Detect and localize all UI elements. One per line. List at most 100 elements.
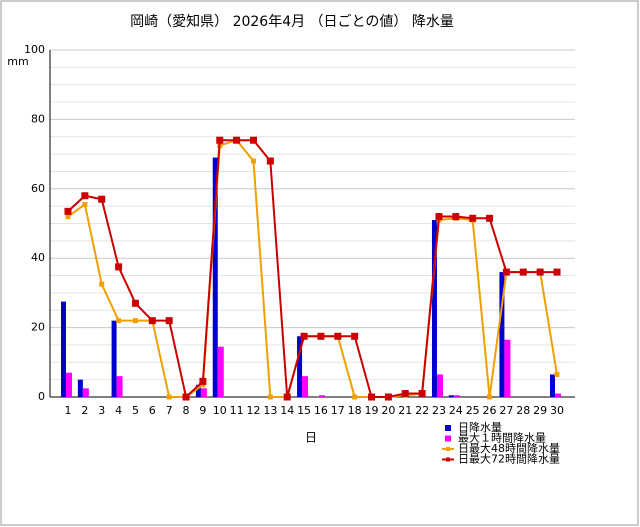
marker (199, 377, 207, 385)
x-tick-label: 13 (263, 404, 277, 417)
marker (519, 268, 527, 276)
marker (452, 213, 460, 221)
marker (65, 214, 71, 220)
y-tick-label: 0 (38, 390, 45, 403)
marker (166, 394, 172, 400)
legend-label: 日最大72時間降水量 (458, 452, 560, 466)
marker (165, 317, 173, 325)
marker (266, 157, 274, 165)
marker (536, 268, 544, 276)
marker (351, 332, 359, 340)
marker (216, 136, 224, 144)
marker (283, 393, 291, 401)
bar (436, 374, 443, 397)
x-tick-label: 15 (297, 404, 311, 417)
x-axis-label: 日 (305, 431, 317, 445)
x-tick-label: 16 (314, 404, 328, 417)
x-tick-label: 22 (415, 404, 429, 417)
bar (555, 393, 561, 397)
legend-label: 日最大48時間降水量 (458, 441, 560, 455)
x-tick-label: 6 (149, 404, 156, 417)
x-tick-label: 19 (365, 404, 379, 417)
y-tick-label: 100 (24, 43, 45, 56)
y-tick-label: 80 (31, 112, 45, 125)
bar (61, 301, 66, 397)
marker (116, 318, 122, 324)
x-tick-label: 4 (115, 404, 122, 417)
bar (195, 384, 201, 397)
marker (82, 201, 88, 207)
marker (148, 317, 156, 325)
x-tick-label: 21 (398, 404, 412, 417)
legend-label: 日降水量 (458, 420, 502, 434)
legend-swatch (445, 425, 451, 431)
marker (182, 393, 190, 401)
marker (64, 207, 72, 215)
bar (318, 395, 325, 397)
marker (352, 394, 358, 400)
legend-label: 最大１時間降水量 (458, 431, 546, 445)
marker (553, 268, 561, 276)
marker (98, 195, 106, 203)
bar (504, 339, 511, 397)
bar (77, 379, 83, 397)
x-tick-label: 14 (280, 404, 294, 417)
bar (297, 336, 303, 397)
bar (550, 374, 555, 397)
x-tick-label: 26 (483, 404, 497, 417)
marker (131, 299, 139, 307)
x-tick-label: 7 (166, 404, 173, 417)
y-tick-label: 40 (31, 251, 45, 264)
x-tick-label: 25 (466, 404, 480, 417)
marker (384, 393, 392, 401)
x-tick-label: 8 (183, 404, 190, 417)
x-tick-label: 11 (230, 404, 244, 417)
marker (401, 390, 409, 398)
marker (435, 213, 443, 221)
legend-swatch (446, 457, 450, 462)
x-tick-label: 2 (81, 404, 88, 417)
x-tick-label: 30 (550, 404, 564, 417)
marker (368, 393, 376, 401)
x-tick-label: 9 (199, 404, 206, 417)
marker (502, 268, 510, 276)
bar (302, 376, 309, 397)
marker (267, 394, 273, 400)
bar (499, 272, 505, 397)
x-tick-label: 12 (246, 404, 260, 417)
marker (132, 318, 138, 324)
bar (453, 395, 460, 397)
x-tick-label: 23 (432, 404, 446, 417)
y-tick-label: 60 (31, 182, 45, 195)
chart-title: 岡崎（愛知県） 2026年4月 （日ごとの値） 降水量 (130, 13, 454, 30)
x-tick-label: 20 (381, 404, 395, 417)
marker (334, 332, 342, 340)
marker (487, 394, 493, 400)
x-tick-label: 28 (516, 404, 530, 417)
marker (81, 192, 89, 200)
bar (111, 320, 117, 397)
marker (486, 214, 494, 222)
marker (469, 214, 477, 222)
x-tick-label: 3 (98, 404, 105, 417)
marker (554, 371, 560, 377)
marker (418, 390, 426, 398)
bar (200, 388, 207, 397)
x-tick-label: 17 (331, 404, 345, 417)
marker (317, 332, 325, 340)
bar (66, 372, 72, 397)
x-tick-label: 24 (449, 404, 463, 417)
x-tick-label: 10 (213, 404, 227, 417)
x-tick-label: 27 (499, 404, 513, 417)
legend-swatch (445, 435, 451, 442)
x-tick-label: 5 (132, 404, 139, 417)
bar (448, 395, 454, 397)
bar (431, 220, 437, 397)
marker (233, 136, 241, 144)
bar (212, 157, 218, 397)
marker (249, 136, 257, 144)
x-tick-label: 29 (533, 404, 547, 417)
marker (250, 158, 256, 164)
